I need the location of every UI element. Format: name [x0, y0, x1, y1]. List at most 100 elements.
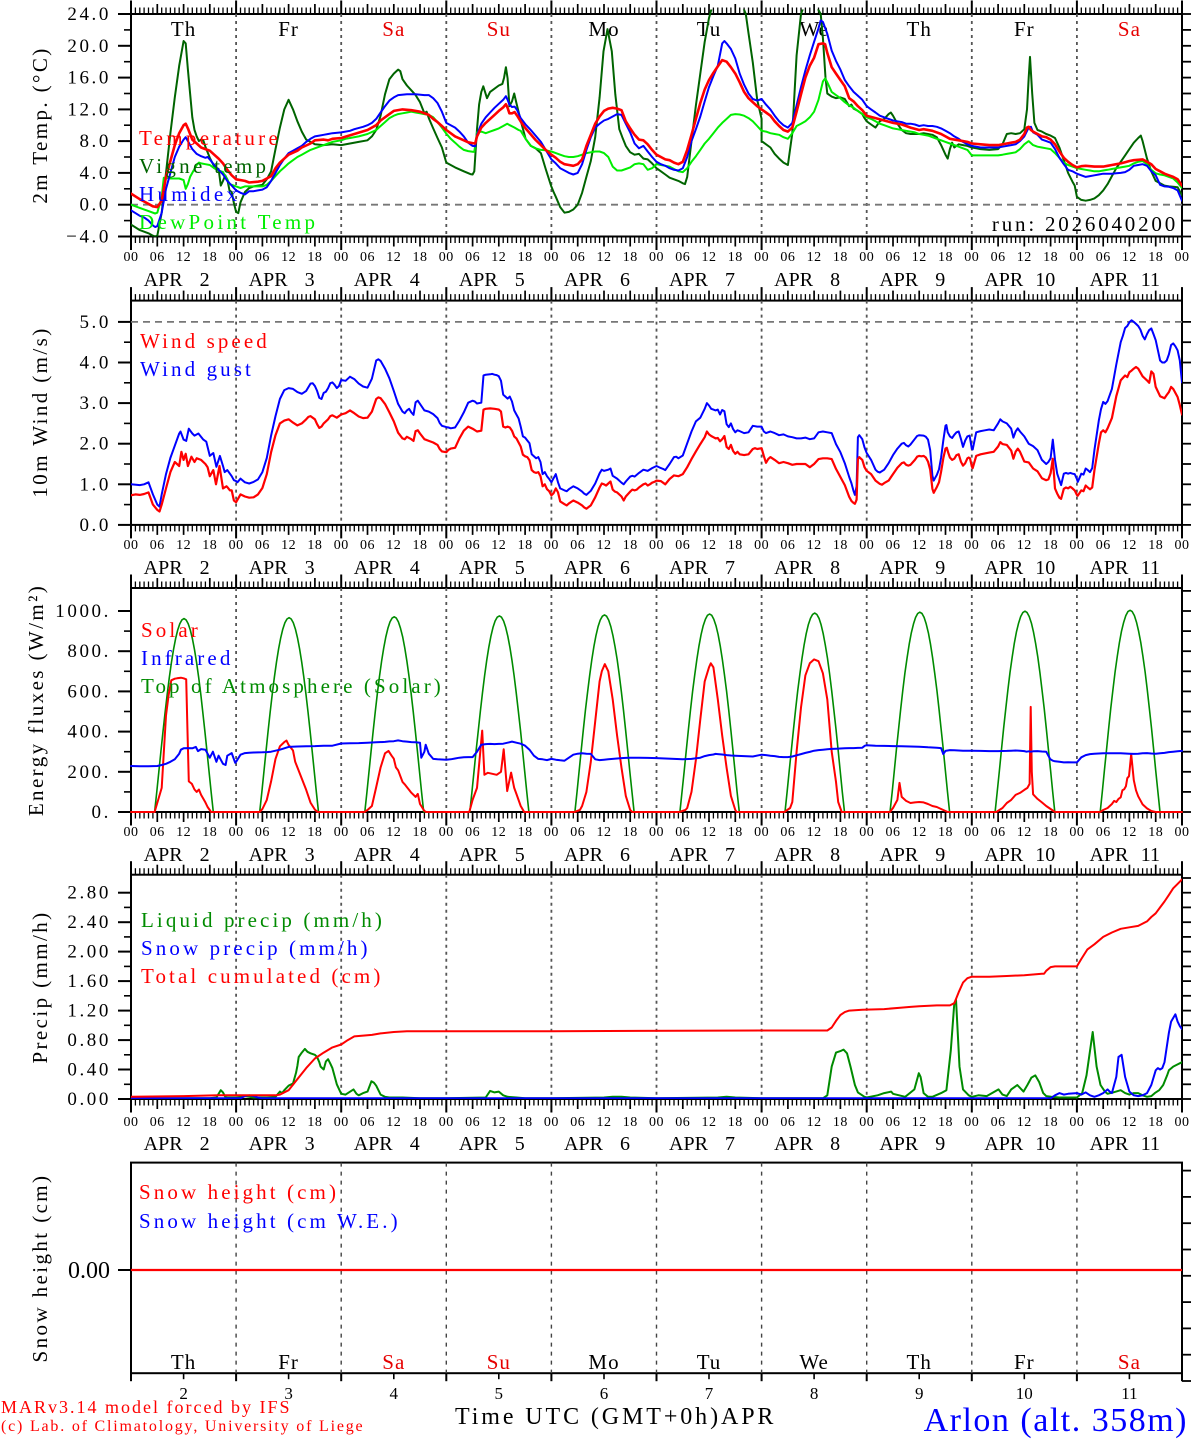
- svg-text:18: 18: [518, 825, 533, 840]
- svg-text:12: 12: [386, 250, 401, 265]
- svg-text:3: 3: [305, 1133, 315, 1155]
- svg-text:Liquid precip (mm/h): Liquid precip (mm/h): [141, 908, 385, 932]
- svg-text:18: 18: [413, 825, 428, 840]
- svg-text:06: 06: [991, 825, 1006, 840]
- svg-text:12: 12: [281, 1115, 296, 1130]
- svg-text:10: 10: [1035, 1133, 1055, 1155]
- svg-text:Mo: Mo: [588, 17, 619, 41]
- svg-text:00: 00: [229, 250, 244, 265]
- svg-text:Snow height (cm W.E.): Snow height (cm W.E.): [139, 1209, 401, 1233]
- svg-text:06: 06: [991, 1115, 1006, 1130]
- svg-text:12: 12: [597, 250, 612, 265]
- svg-text:00: 00: [1175, 1115, 1190, 1130]
- svg-text:APR: APR: [1089, 557, 1129, 579]
- svg-text:20.0: 20.0: [67, 36, 111, 57]
- svg-text:1.60: 1.60: [67, 971, 111, 992]
- svg-text:0.00: 0.00: [68, 1258, 110, 1284]
- svg-text:12: 12: [176, 538, 191, 553]
- svg-text:4.0: 4.0: [79, 353, 111, 374]
- svg-text:12: 12: [491, 538, 506, 553]
- svg-text:06: 06: [780, 250, 795, 265]
- svg-text:Infrared: Infrared: [141, 646, 233, 670]
- svg-text:9: 9: [935, 1133, 945, 1155]
- svg-text:18: 18: [413, 250, 428, 265]
- svg-text:18: 18: [1043, 538, 1058, 553]
- svg-text:06: 06: [886, 1115, 901, 1130]
- svg-text:Total cumulated (cm): Total cumulated (cm): [141, 964, 383, 988]
- svg-text:00: 00: [754, 250, 769, 265]
- svg-text:12: 12: [912, 825, 927, 840]
- svg-text:APR: APR: [249, 844, 289, 866]
- svg-text:APR: APR: [879, 1133, 919, 1155]
- svg-text:06: 06: [465, 1115, 480, 1130]
- svg-text:18: 18: [1043, 250, 1058, 265]
- svg-text:8: 8: [830, 844, 840, 866]
- svg-text:12: 12: [1122, 538, 1137, 553]
- svg-text:2: 2: [200, 269, 210, 291]
- svg-text:12: 12: [807, 825, 822, 840]
- svg-text:2m Temp. (°C): 2m Temp. (°C): [28, 46, 52, 203]
- svg-text:10: 10: [1016, 1384, 1033, 1403]
- svg-text:6: 6: [620, 844, 630, 866]
- svg-text:12: 12: [176, 1115, 191, 1130]
- svg-text:APR: APR: [879, 269, 919, 291]
- svg-text:00: 00: [544, 825, 559, 840]
- svg-text:00: 00: [439, 538, 454, 553]
- svg-text:0.80: 0.80: [67, 1030, 111, 1051]
- svg-text:Fr: Fr: [278, 1350, 299, 1374]
- svg-text:06: 06: [150, 825, 165, 840]
- svg-text:18: 18: [1148, 825, 1163, 840]
- svg-text:12: 12: [597, 1115, 612, 1130]
- svg-text:18: 18: [413, 538, 428, 553]
- svg-text:06: 06: [1096, 250, 1111, 265]
- svg-text:run: 2026040200: run: 2026040200: [992, 212, 1178, 236]
- svg-text:00: 00: [859, 825, 874, 840]
- svg-text:06: 06: [780, 538, 795, 553]
- svg-text:00: 00: [544, 1115, 559, 1130]
- svg-text:06: 06: [675, 825, 690, 840]
- svg-text:00: 00: [1175, 250, 1190, 265]
- svg-text:Wind gust: Wind gust: [140, 357, 254, 381]
- svg-text:12: 12: [386, 1115, 401, 1130]
- svg-text:18: 18: [728, 538, 743, 553]
- svg-text:4: 4: [410, 844, 420, 866]
- svg-text:8: 8: [830, 269, 840, 291]
- svg-text:7: 7: [725, 844, 735, 866]
- svg-text:00: 00: [1175, 825, 1190, 840]
- svg-text:00: 00: [859, 538, 874, 553]
- svg-text:06: 06: [991, 250, 1006, 265]
- svg-text:APR: APR: [564, 844, 604, 866]
- svg-text:06: 06: [886, 825, 901, 840]
- svg-text:APR: APR: [459, 557, 499, 579]
- svg-text:00: 00: [334, 538, 349, 553]
- svg-text:APR: APR: [774, 557, 814, 579]
- svg-text:APR: APR: [249, 269, 289, 291]
- svg-text:12: 12: [1017, 825, 1032, 840]
- svg-text:5: 5: [515, 1133, 525, 1155]
- svg-text:Top of Atmosphere (Solar): Top of Atmosphere (Solar): [141, 674, 444, 698]
- svg-text:Snow height (cm): Snow height (cm): [28, 1174, 52, 1363]
- svg-text:18: 18: [833, 250, 848, 265]
- svg-text:18: 18: [413, 1115, 428, 1130]
- svg-text:6: 6: [620, 269, 630, 291]
- svg-text:12: 12: [1122, 250, 1137, 265]
- svg-text:APR: APR: [249, 1133, 289, 1155]
- svg-text:2: 2: [200, 1133, 210, 1155]
- svg-text:11: 11: [1141, 844, 1160, 866]
- svg-text:9: 9: [935, 269, 945, 291]
- svg-text:400.: 400.: [67, 722, 111, 743]
- svg-text:Tu: Tu: [697, 17, 722, 41]
- svg-text:APR: APR: [669, 844, 709, 866]
- svg-text:00: 00: [649, 538, 664, 553]
- svg-text:3: 3: [305, 269, 315, 291]
- svg-text:5: 5: [515, 844, 525, 866]
- svg-text:Sa: Sa: [382, 1350, 405, 1374]
- svg-text:Fr: Fr: [278, 17, 299, 41]
- svg-text:Sa: Sa: [1118, 17, 1141, 41]
- svg-text:18: 18: [202, 825, 217, 840]
- svg-text:Precip (mm/h): Precip (mm/h): [28, 910, 52, 1063]
- svg-text:06: 06: [360, 250, 375, 265]
- svg-text:06: 06: [570, 825, 585, 840]
- svg-text:00: 00: [754, 1115, 769, 1130]
- svg-text:06: 06: [675, 250, 690, 265]
